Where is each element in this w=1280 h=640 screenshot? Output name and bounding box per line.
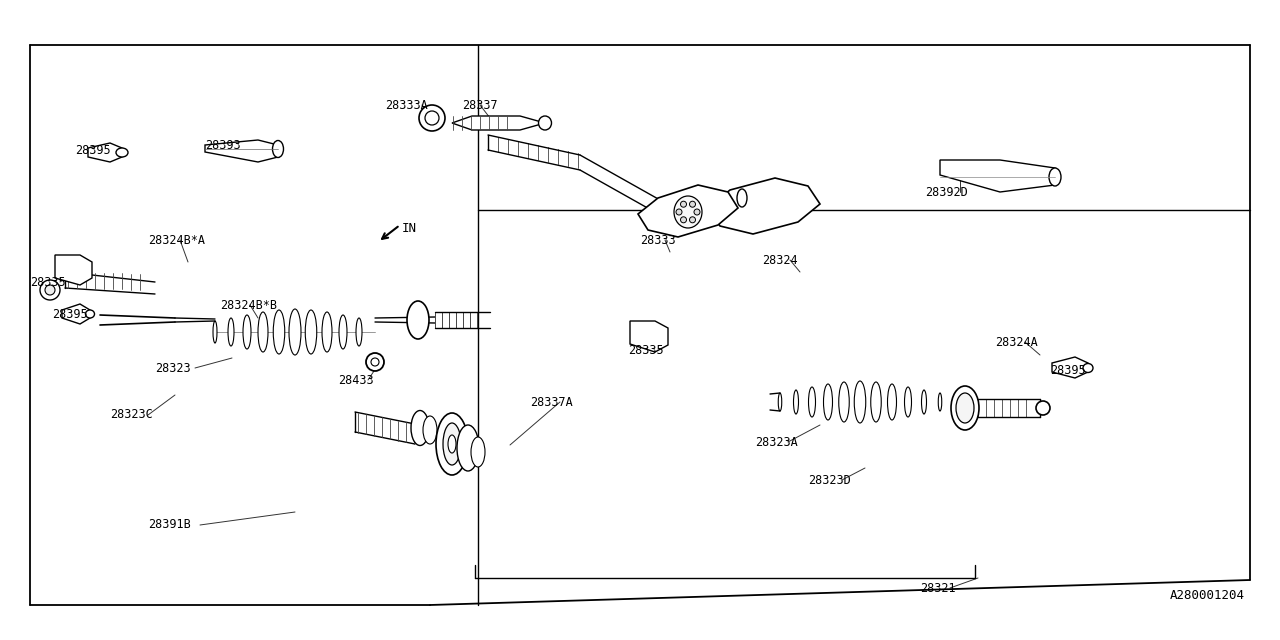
Ellipse shape <box>116 148 128 157</box>
Text: 28393: 28393 <box>205 138 241 152</box>
Text: 28337A: 28337A <box>530 396 572 408</box>
Ellipse shape <box>228 318 234 346</box>
Ellipse shape <box>922 390 927 414</box>
Circle shape <box>690 201 695 207</box>
Text: 28323C: 28323C <box>110 408 152 422</box>
Ellipse shape <box>1050 168 1061 186</box>
Circle shape <box>40 280 60 300</box>
Ellipse shape <box>448 435 456 453</box>
Ellipse shape <box>870 382 881 422</box>
Circle shape <box>694 209 700 215</box>
Text: 28324A: 28324A <box>995 335 1038 349</box>
Polygon shape <box>630 321 668 352</box>
Circle shape <box>681 201 686 207</box>
Polygon shape <box>88 143 122 162</box>
Circle shape <box>690 217 695 223</box>
Circle shape <box>425 111 439 125</box>
Ellipse shape <box>1083 364 1093 372</box>
Ellipse shape <box>407 301 429 339</box>
Text: 28395: 28395 <box>76 143 110 157</box>
Text: 28395: 28395 <box>1050 364 1085 376</box>
Ellipse shape <box>471 437 485 467</box>
Text: IN: IN <box>402 221 417 234</box>
Circle shape <box>676 209 682 215</box>
Ellipse shape <box>956 393 974 423</box>
Text: 28335: 28335 <box>29 275 65 289</box>
Ellipse shape <box>356 318 362 346</box>
Text: 28333: 28333 <box>640 234 676 246</box>
Text: 28324B*B: 28324B*B <box>220 298 276 312</box>
Text: 28335: 28335 <box>628 344 663 356</box>
Text: 28391B: 28391B <box>148 518 191 531</box>
Ellipse shape <box>794 390 799 414</box>
Circle shape <box>1036 401 1050 415</box>
Text: 28324B*A: 28324B*A <box>148 234 205 246</box>
Ellipse shape <box>951 386 979 430</box>
Ellipse shape <box>539 116 552 130</box>
Polygon shape <box>61 304 90 324</box>
Circle shape <box>371 358 379 366</box>
Text: 28433: 28433 <box>338 374 374 387</box>
Text: 28323A: 28323A <box>755 435 797 449</box>
Text: 28392D: 28392D <box>925 186 968 198</box>
Ellipse shape <box>675 196 701 228</box>
Ellipse shape <box>887 384 896 420</box>
Ellipse shape <box>823 384 832 420</box>
Circle shape <box>45 285 55 295</box>
Text: 28324: 28324 <box>762 253 797 266</box>
Ellipse shape <box>305 310 316 354</box>
Polygon shape <box>637 185 739 237</box>
Ellipse shape <box>86 310 95 318</box>
Circle shape <box>681 217 686 223</box>
Ellipse shape <box>838 382 849 422</box>
Circle shape <box>419 105 445 131</box>
Text: 28321: 28321 <box>920 582 956 595</box>
Ellipse shape <box>323 312 332 352</box>
Ellipse shape <box>905 387 911 417</box>
Polygon shape <box>940 160 1055 192</box>
Ellipse shape <box>457 425 479 471</box>
Ellipse shape <box>778 393 782 411</box>
Text: A280001204: A280001204 <box>1170 589 1245 602</box>
Ellipse shape <box>436 413 468 475</box>
Ellipse shape <box>737 189 748 207</box>
Text: 28395: 28395 <box>52 307 87 321</box>
Polygon shape <box>55 255 92 285</box>
Polygon shape <box>205 140 278 162</box>
Ellipse shape <box>289 309 301 355</box>
Text: 28333A: 28333A <box>385 99 428 111</box>
Text: 28337: 28337 <box>462 99 498 111</box>
Polygon shape <box>452 116 545 130</box>
Ellipse shape <box>243 315 251 349</box>
Ellipse shape <box>854 381 865 423</box>
Polygon shape <box>708 178 820 234</box>
Text: 28323D: 28323D <box>808 474 851 486</box>
Ellipse shape <box>411 410 429 445</box>
Ellipse shape <box>212 321 218 343</box>
Text: 28323: 28323 <box>155 362 191 374</box>
Ellipse shape <box>443 423 461 465</box>
Ellipse shape <box>938 393 942 411</box>
Ellipse shape <box>339 315 347 349</box>
Ellipse shape <box>422 416 436 444</box>
Polygon shape <box>1052 357 1088 378</box>
Ellipse shape <box>259 312 268 352</box>
Ellipse shape <box>809 387 815 417</box>
Circle shape <box>366 353 384 371</box>
Ellipse shape <box>273 141 283 157</box>
Ellipse shape <box>273 310 284 354</box>
